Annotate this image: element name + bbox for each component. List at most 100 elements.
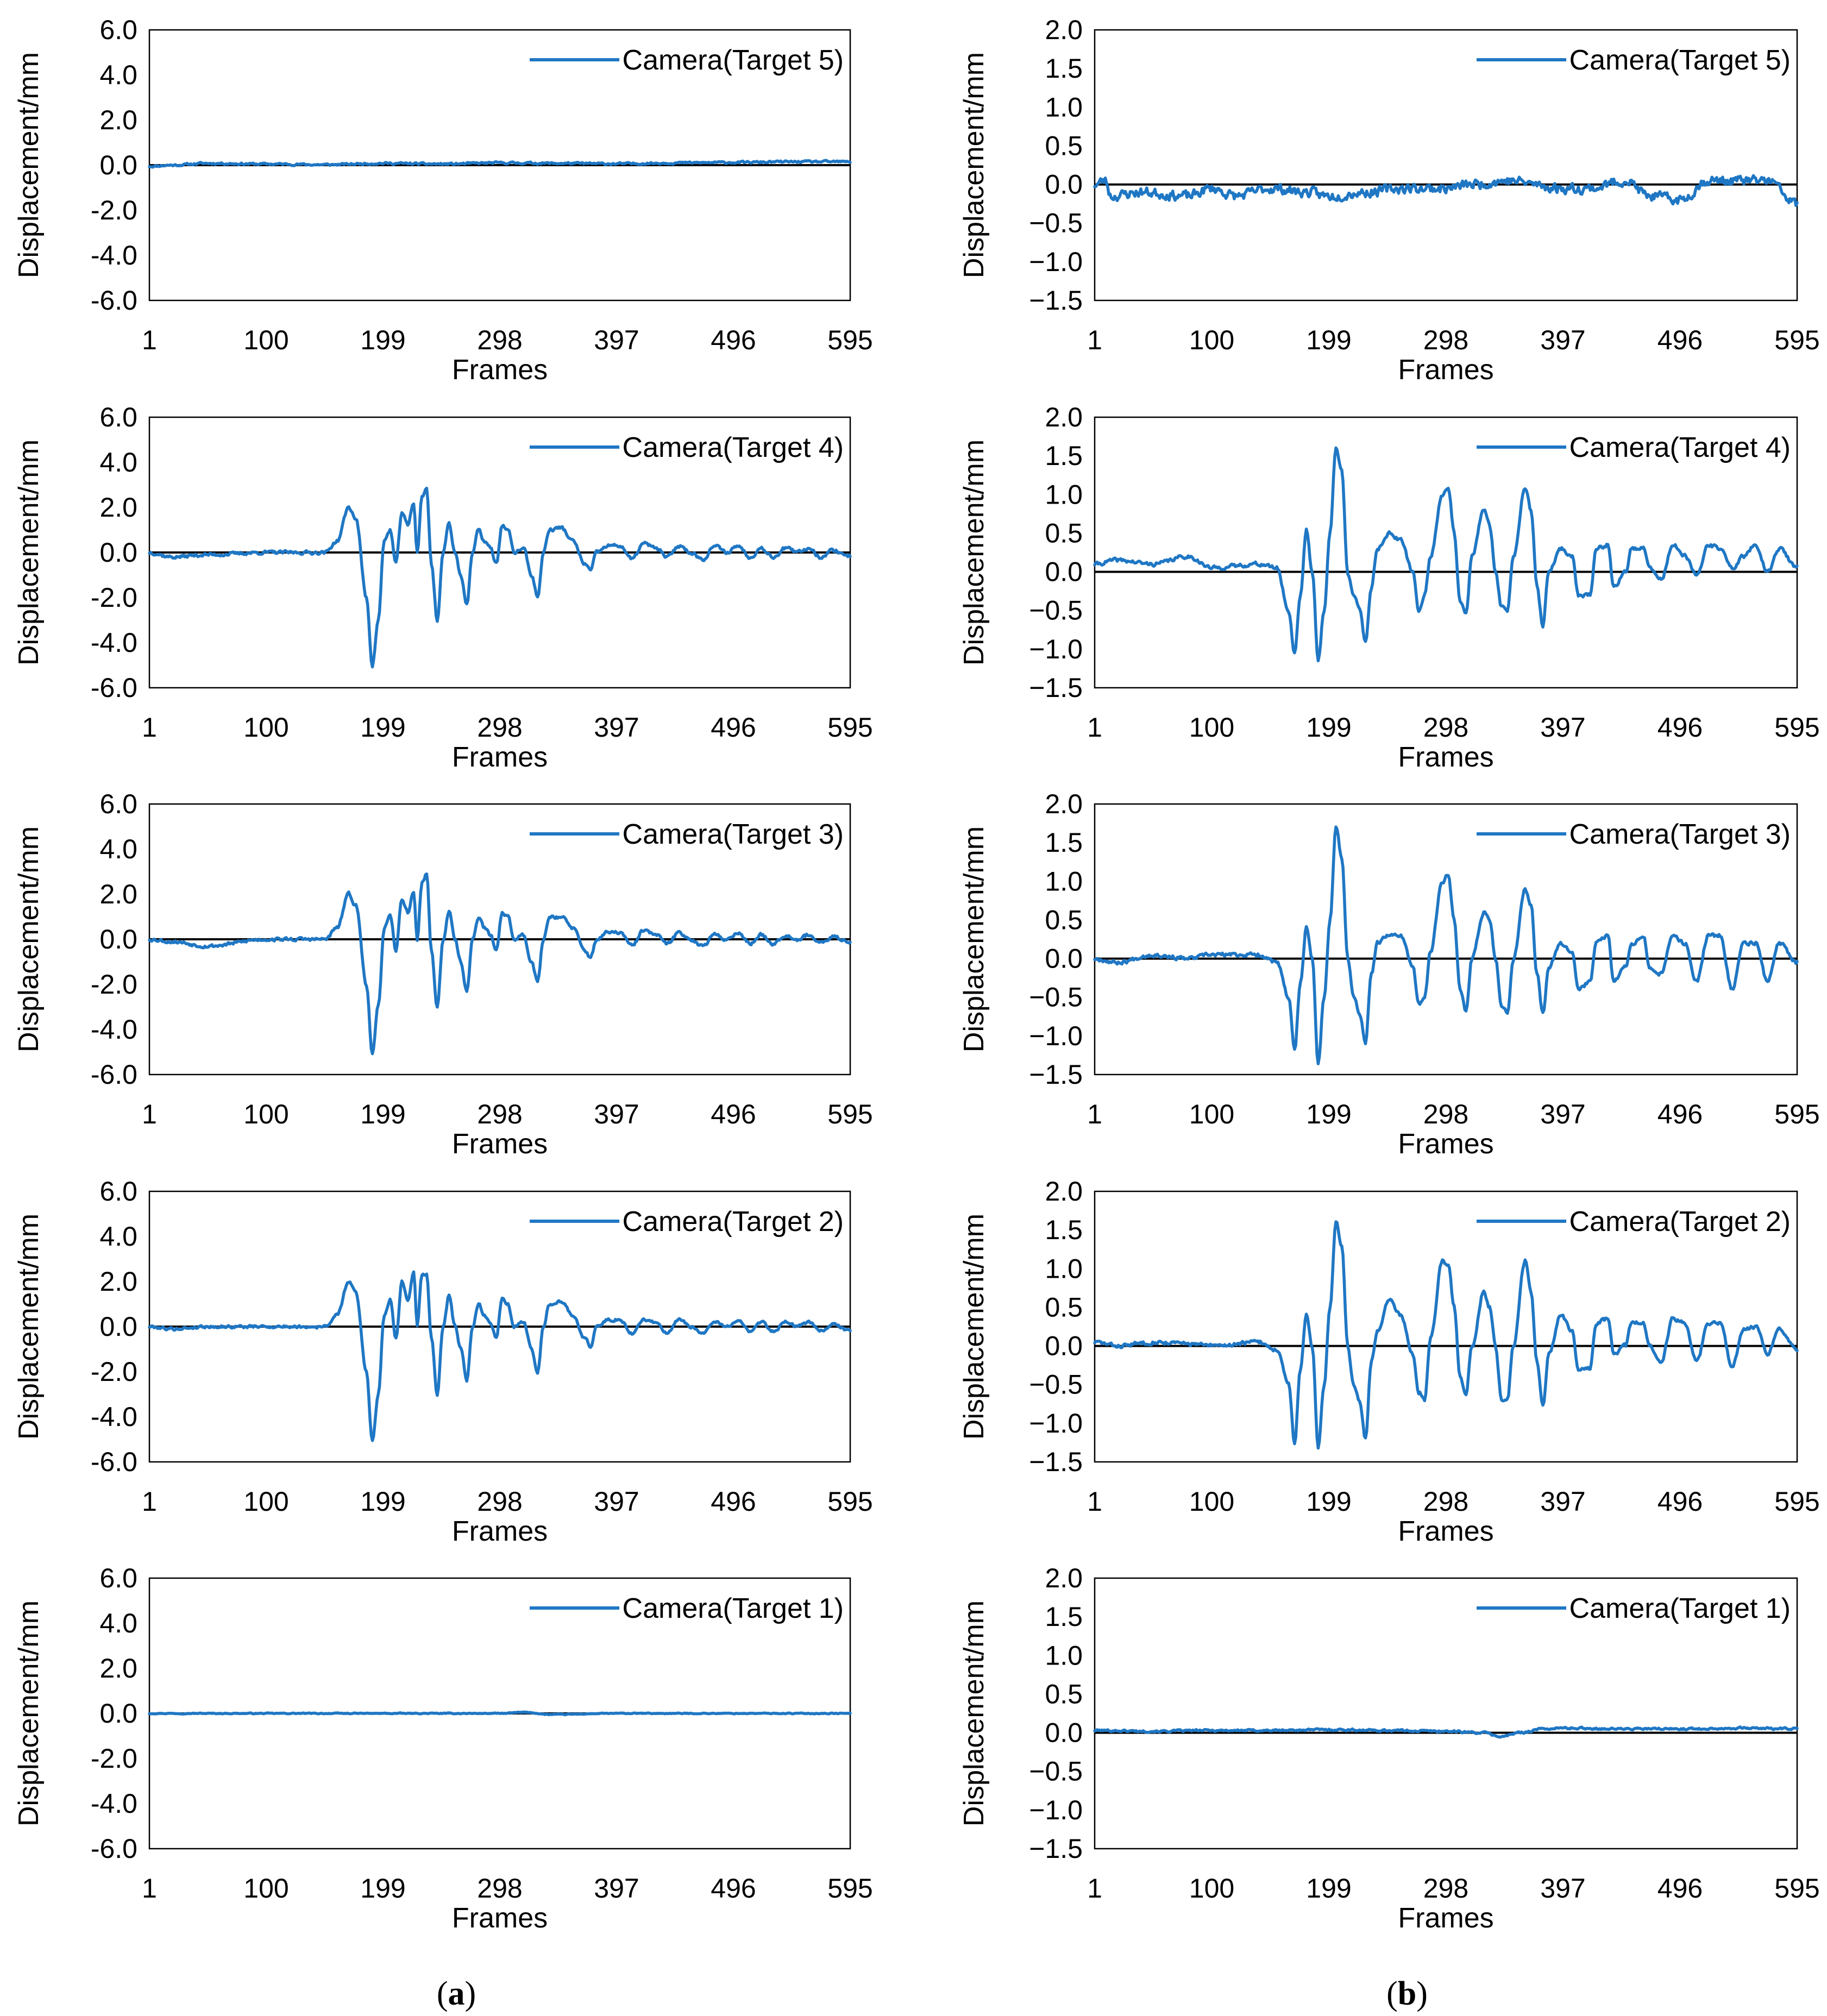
x-tick-label: 199	[360, 1873, 405, 1904]
x-tick-label: 100	[1189, 712, 1234, 743]
y-tick-label: −1.5	[1029, 673, 1083, 703]
y-tick-label: 0.0	[1045, 1718, 1083, 1748]
series-line-b1	[1093, 1725, 1799, 1739]
x-axis-label: Frames	[452, 742, 548, 773]
y-tick-label: 1.5	[1045, 1602, 1083, 1632]
x-tick-label: 496	[711, 1099, 756, 1129]
x-tick-label: 595	[827, 1486, 872, 1517]
x-tick-label: 397	[594, 712, 639, 743]
y-tick-label: 0.0	[99, 150, 137, 180]
x-tick-label: 199	[1306, 712, 1351, 743]
y-tick-label: -4.0	[91, 1788, 137, 1819]
panel-label-b: (b)	[1386, 1975, 1428, 2012]
legend-label: Camera(Target 1)	[1569, 1593, 1791, 1624]
y-tick-label: 4.0	[99, 1221, 137, 1252]
y-tick-label: -2.0	[91, 1743, 137, 1774]
y-tick-label: -2.0	[91, 582, 137, 613]
series-line-b4	[1093, 446, 1799, 663]
x-tick-label: 397	[1540, 325, 1585, 355]
y-tick-label: 4.0	[99, 1608, 137, 1638]
x-tick-label: 100	[243, 325, 288, 355]
y-tick-label: 4.0	[99, 447, 137, 478]
chart-a3: 6.0 4.0 2.0 0.0 -2.0 -4.0 -6.01 100 199 298 397 496…	[13, 789, 873, 1160]
y-tick-label: −0.5	[1029, 1370, 1083, 1400]
y-tick-label: 0.0	[1045, 1331, 1083, 1361]
y-tick-label: 6.0	[99, 15, 137, 45]
y-tick-label: −0.5	[1029, 595, 1083, 626]
y-tick-label: 2.0	[99, 879, 137, 909]
series-line-b5	[1093, 174, 1799, 208]
x-tick-label: 397	[1540, 1486, 1585, 1517]
x-tick-label: 199	[1306, 1099, 1351, 1129]
y-tick-label: 0.5	[1045, 518, 1083, 548]
y-tick-label: −1.0	[1029, 634, 1083, 664]
y-tick-label: 1.5	[1045, 441, 1083, 471]
x-tick-label: 298	[1423, 712, 1468, 743]
y-tick-label: 2.0	[99, 492, 137, 523]
x-tick-label: 100	[1189, 325, 1234, 355]
y-tick-label: 0.0	[99, 1311, 137, 1342]
y-tick-label: 0.0	[1045, 557, 1083, 587]
x-tick-label: 1	[1087, 1486, 1102, 1517]
y-tick-label: −1.0	[1029, 247, 1083, 277]
x-tick-label: 199	[1306, 325, 1351, 355]
x-tick-label: 496	[1658, 1873, 1703, 1904]
x-axis-label: Frames	[1398, 354, 1493, 386]
x-tick-label: 496	[711, 325, 756, 355]
y-axis-label: Displacement/mm	[13, 439, 45, 665]
y-tick-label: 2.0	[99, 1266, 137, 1297]
y-tick-label: 1.0	[1045, 1253, 1083, 1284]
x-tick-label: 397	[1540, 1099, 1585, 1129]
x-tick-label: 496	[711, 712, 756, 743]
x-tick-label: 1	[1087, 325, 1102, 355]
y-tick-label: 0.5	[1045, 1679, 1083, 1709]
x-tick-label: 496	[1658, 325, 1703, 355]
y-tick-label: 0.0	[1045, 944, 1083, 974]
y-tick-label: 1.5	[1045, 53, 1083, 84]
y-tick-label: -4.0	[91, 1402, 137, 1432]
x-tick-label: 1	[142, 712, 157, 743]
x-tick-label: 298	[477, 1486, 522, 1517]
y-tick-label: −1.5	[1029, 1833, 1083, 1864]
y-tick-label: 6.0	[99, 402, 137, 432]
x-tick-label: 595	[1774, 325, 1819, 355]
chart-a5: 6.0 4.0 2.0 0.0 -2.0 -4.0 -6.01 100 199 298 397 496…	[13, 15, 873, 386]
x-tick-label: 298	[1423, 1099, 1468, 1129]
x-axis-label: Frames	[1398, 742, 1493, 773]
x-tick-label: 100	[1189, 1873, 1234, 1904]
x-tick-label: 595	[1774, 1873, 1819, 1904]
x-tick-label: 199	[1306, 1486, 1351, 1517]
y-tick-label: −0.5	[1029, 982, 1083, 1013]
x-tick-label: 100	[1189, 1099, 1234, 1129]
x-tick-label: 595	[1774, 712, 1819, 743]
y-tick-label: -2.0	[91, 195, 137, 225]
x-tick-label: 1	[142, 325, 157, 355]
y-tick-label: −1.5	[1029, 1059, 1083, 1090]
y-tick-label: -6.0	[91, 1059, 137, 1090]
x-tick-label: 595	[1774, 1099, 1819, 1129]
y-tick-label: 2.0	[1045, 1176, 1083, 1207]
x-tick-label: 298	[1423, 1486, 1468, 1517]
y-tick-label: −0.5	[1029, 1756, 1083, 1787]
x-tick-label: 298	[477, 1099, 522, 1129]
y-tick-label: 0.0	[99, 924, 137, 954]
series-line-a2	[148, 1270, 852, 1442]
plot-frame	[1094, 29, 1798, 302]
x-tick-label: 100	[243, 1873, 288, 1904]
panel-label-a: (a)	[437, 1975, 476, 2012]
chart-b2: 2.0 1.5 1.0 0.5 0.0 −0.5 −1.0 −1.51 100 199 298 397…	[958, 1176, 1820, 1547]
y-tick-label: -6.0	[91, 285, 137, 316]
y-tick-label: 1.0	[1045, 866, 1083, 896]
x-tick-label: 397	[594, 325, 639, 355]
x-tick-label: 199	[360, 325, 405, 355]
x-tick-label: 199	[360, 1486, 405, 1517]
x-tick-label: 100	[1189, 1486, 1234, 1517]
y-tick-label: 1.5	[1045, 827, 1083, 858]
series-line-b2	[1093, 1220, 1799, 1450]
x-tick-label: 397	[594, 1873, 639, 1904]
x-tick-label: 1	[142, 1486, 157, 1517]
y-tick-label: -6.0	[91, 1833, 137, 1864]
x-tick-label: 595	[827, 1873, 872, 1904]
y-tick-label: 2.0	[99, 105, 137, 135]
y-tick-label: -4.0	[91, 240, 137, 271]
